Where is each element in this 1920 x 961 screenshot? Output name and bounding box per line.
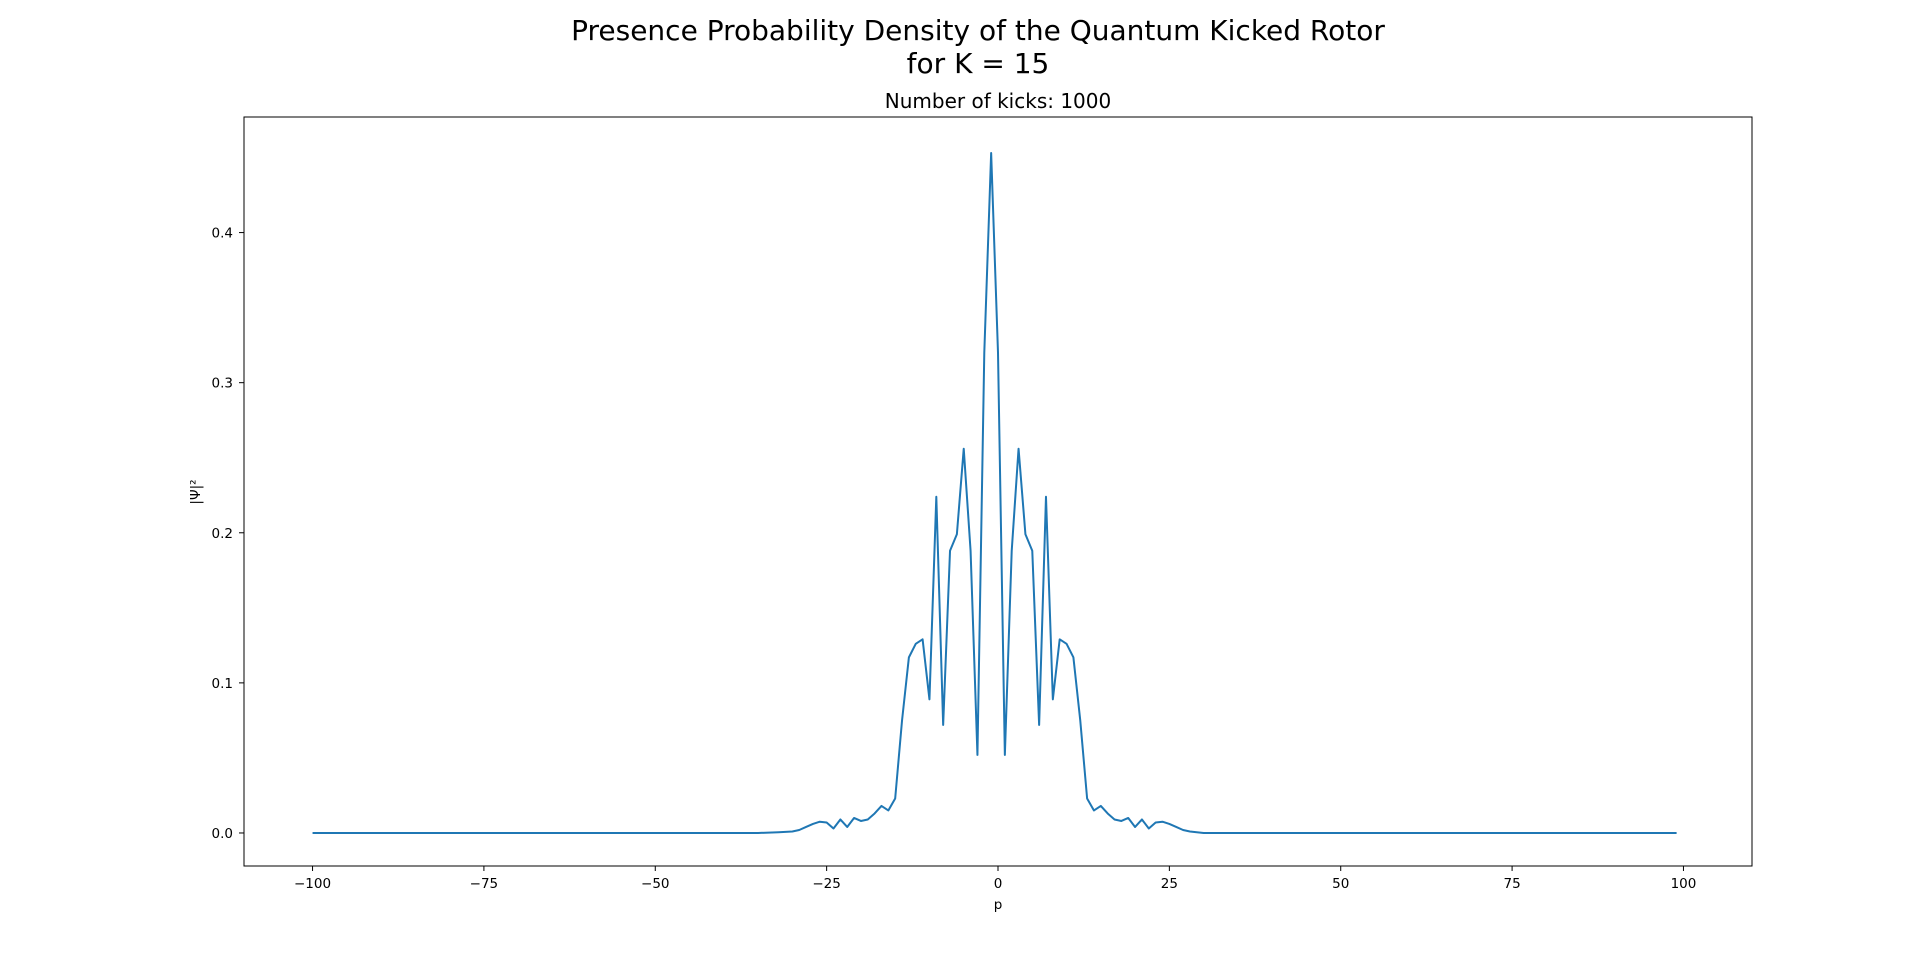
- chart-title-line2: for K = 15: [907, 47, 1050, 80]
- x-axis-ticks: −100 −75 −50 −25 0 25 50 75 100: [294, 866, 1696, 892]
- plot-area: [312, 152, 1677, 834]
- y-tick-label: 0.2: [212, 526, 233, 542]
- x-tick-label: −100: [294, 876, 331, 892]
- x-tick-label: −50: [641, 876, 670, 892]
- y-tick-label: 0.3: [212, 376, 233, 392]
- x-tick-label: −25: [812, 876, 841, 892]
- y-tick-label: 0.0: [212, 826, 233, 842]
- x-tick-label: −75: [470, 876, 499, 892]
- x-tick-label: 75: [1503, 876, 1520, 892]
- x-tick-label: 25: [1161, 876, 1178, 892]
- x-tick-label: 100: [1671, 876, 1697, 892]
- x-axis-label: p: [994, 897, 1003, 913]
- y-tick-label: 0.4: [212, 226, 233, 242]
- y-tick-label: 0.1: [212, 676, 233, 692]
- chart-subtitle: Number of kicks: 1000: [885, 89, 1111, 113]
- chart-title-line1: Presence Probability Density of the Quan…: [571, 14, 1385, 47]
- axes-frame: [243, 116, 1753, 867]
- y-axis-label: |Ψ|²: [188, 479, 204, 504]
- y-axis-ticks: 0.0 0.1 0.2 0.3 0.4: [212, 226, 244, 842]
- series-line-0: [312, 152, 1677, 834]
- x-tick-label: 0: [994, 876, 1003, 892]
- x-tick-label: 50: [1332, 876, 1349, 892]
